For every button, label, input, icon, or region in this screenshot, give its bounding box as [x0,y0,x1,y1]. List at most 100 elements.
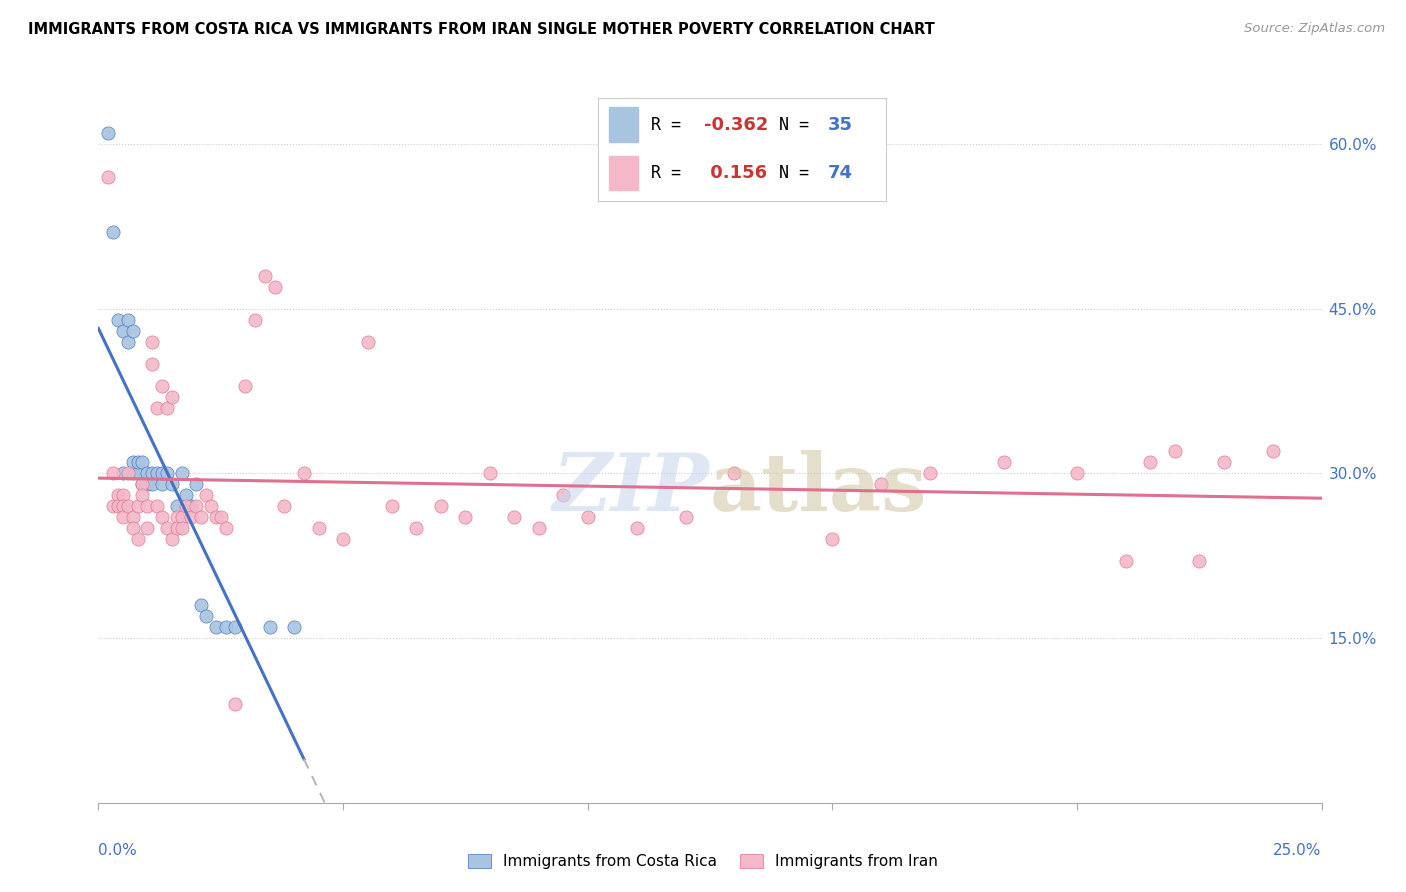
Point [117,500,139,514]
Point [195,609,218,624]
Point [1261,444,1284,458]
Point [111,324,134,338]
Point [870,477,893,491]
Point [150,378,173,392]
Point [141,334,163,349]
Text: -0.362: -0.362 [704,116,769,134]
Point [209,510,232,524]
Point [332,533,354,547]
Point [101,500,124,514]
Point [273,500,295,514]
Text: 0.156: 0.156 [704,164,768,182]
Point [156,467,179,481]
Point [553,488,575,502]
Text: R =: R = [651,116,690,134]
Point [101,467,124,481]
Point [170,510,193,524]
Point [1188,554,1211,568]
Point [160,477,183,491]
Point [121,521,143,535]
Point [224,620,246,634]
Point [263,280,285,294]
Point [253,268,276,283]
Point [176,500,198,514]
Point [136,500,159,514]
Point [527,521,550,535]
Point [111,467,134,481]
Point [723,467,745,481]
Point [121,324,143,338]
Point [356,334,378,349]
Point [1212,455,1234,469]
Point [166,500,188,514]
Point [131,477,153,491]
Point [146,401,169,415]
Bar [609,107,638,142]
Point [233,378,256,392]
Point [150,510,173,524]
Point [626,521,648,535]
Point [107,488,129,502]
Point [107,500,129,514]
Text: 35: 35 [828,116,853,134]
Text: 0.0%: 0.0% [98,843,138,858]
Text: IMMIGRANTS FROM COSTA RICA VS IMMIGRANTS FROM IRAN SINGLE MOTHER POVERTY CORRELA: IMMIGRANTS FROM COSTA RICA VS IMMIGRANTS… [28,22,935,37]
Point [141,467,163,481]
Point [146,467,169,481]
Point [121,467,143,481]
Point [821,533,844,547]
Point [127,455,149,469]
Point [186,477,208,491]
Point [243,312,266,326]
Point [205,510,228,524]
Text: ZIP: ZIP [553,450,710,527]
Point [292,467,315,481]
Point [156,401,179,415]
Point [454,510,477,524]
Text: R =: R = [651,164,690,182]
Text: N =: N = [779,116,820,134]
Text: atlas: atlas [710,450,928,528]
Point [478,467,501,481]
Point [160,533,183,547]
Point [224,697,246,711]
Point [146,500,169,514]
Point [160,390,183,404]
Point [1164,444,1187,458]
Legend: Immigrants from Costa Rica, Immigrants from Iran: Immigrants from Costa Rica, Immigrants f… [461,847,945,875]
Text: Source: ZipAtlas.com: Source: ZipAtlas.com [1244,22,1385,36]
Point [97,169,120,184]
Point [107,312,129,326]
Point [127,500,149,514]
Point [97,126,120,140]
Point [127,467,149,481]
Point [190,598,212,612]
Point [1139,455,1161,469]
Point [205,620,228,634]
Point [405,521,427,535]
Point [131,477,153,491]
Point [920,467,942,481]
Point [576,510,599,524]
Point [283,620,305,634]
Point [166,510,188,524]
Point [675,510,697,524]
Point [136,521,159,535]
Point [180,510,202,524]
Point [993,455,1015,469]
Point [150,477,173,491]
Point [180,500,202,514]
Point [200,500,222,514]
Point [117,334,139,349]
Point [101,225,124,239]
Point [141,357,163,371]
Point [430,500,453,514]
Point [308,521,330,535]
Text: N =: N = [779,164,820,182]
Point [195,488,218,502]
Point [131,488,153,502]
Point [121,455,143,469]
Point [1066,467,1088,481]
Point [117,467,139,481]
Point [111,510,134,524]
